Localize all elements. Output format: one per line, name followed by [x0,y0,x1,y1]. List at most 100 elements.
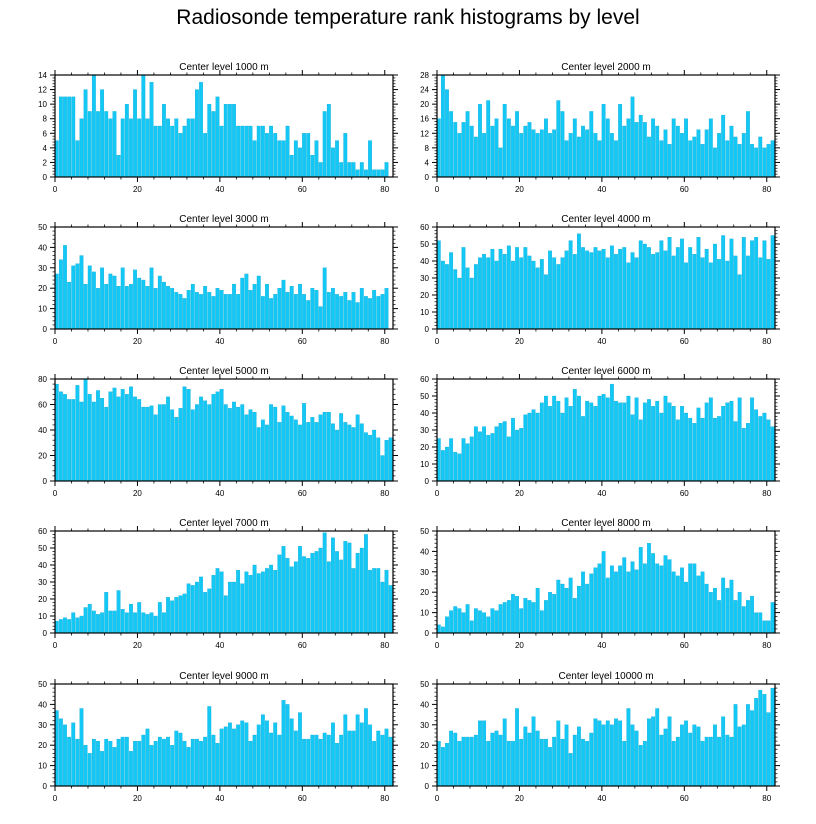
bar [626,118,631,178]
plot-frame [436,530,776,634]
bar [174,118,179,178]
bar [671,255,676,330]
bar [269,125,274,178]
bar [153,740,158,787]
bar [363,534,368,634]
bar [564,587,569,634]
bar [515,429,519,482]
bar [589,732,594,787]
bar [203,592,208,634]
bar [67,96,72,178]
panel-title: Center level 2000 m [561,62,651,73]
bar [166,597,170,634]
bar [548,747,552,787]
bar [265,720,269,787]
plot-frame [436,683,776,787]
bar [762,147,767,178]
bar [256,125,261,178]
bar [754,409,759,482]
bar [733,255,738,330]
bar [265,568,269,634]
bar [721,577,726,634]
panel-4: Center level 4000 m 0 20 40 60 80 0 10 20 30 40 50 6… [420,214,780,346]
bar [331,722,335,787]
bar [655,563,660,634]
bar [465,604,470,634]
bar [440,747,445,787]
bar [219,571,224,634]
bar [174,597,179,634]
bar [322,111,327,178]
bar [725,587,730,634]
bar [478,610,482,634]
bar [560,111,565,178]
bar [622,247,627,330]
bar [157,125,162,178]
bar [609,245,614,330]
bar [293,419,298,482]
bar [684,720,688,787]
bar [473,264,478,330]
bar [104,738,109,787]
bar [766,144,771,178]
bar [112,747,117,787]
bar [232,581,236,634]
y-tick-label: 8 [425,144,430,153]
bar [363,708,368,787]
bar [331,423,335,482]
bar [440,626,445,634]
x-tick-label: 80 [380,185,389,194]
bar [498,734,503,787]
bar [186,389,191,482]
bar [133,89,137,178]
bar [363,169,368,178]
bar [248,125,253,178]
bar [647,399,651,482]
bar [502,254,507,330]
bar [343,133,348,178]
y-tick-label: 10 [420,308,429,317]
bar [692,254,697,330]
bar [141,74,146,178]
bar [351,730,356,787]
bar [137,399,142,482]
bar [589,402,594,482]
y-tick-label: 50 [38,680,47,689]
x-tick-label: 0 [53,489,58,498]
bar [162,738,166,787]
bar [585,129,590,178]
bar [544,274,548,330]
bar [511,594,515,634]
bar [630,414,635,482]
bar [708,592,713,634]
bar [647,247,651,330]
bar [100,397,105,482]
bar [696,129,701,178]
bar [465,736,470,787]
bar [754,612,759,634]
bar [240,277,245,330]
bar [482,720,487,787]
bar [227,408,232,482]
bar [626,262,631,330]
bar [601,394,606,482]
bar [149,405,154,482]
x-tick-label: 40 [215,185,224,194]
bar [680,238,684,330]
bar [351,427,356,482]
bar [766,712,771,787]
bar [581,738,585,787]
bar [75,385,80,482]
bar [473,608,478,634]
bar [729,125,734,178]
bar [149,267,154,330]
bar [618,103,623,178]
bar [700,740,705,787]
bar [725,734,730,787]
bar [531,260,536,330]
y-tick-label: 28 [420,71,429,80]
bar [642,243,647,330]
bar [281,279,286,330]
y-tick-label: 0 [43,782,48,791]
bar [87,111,92,178]
